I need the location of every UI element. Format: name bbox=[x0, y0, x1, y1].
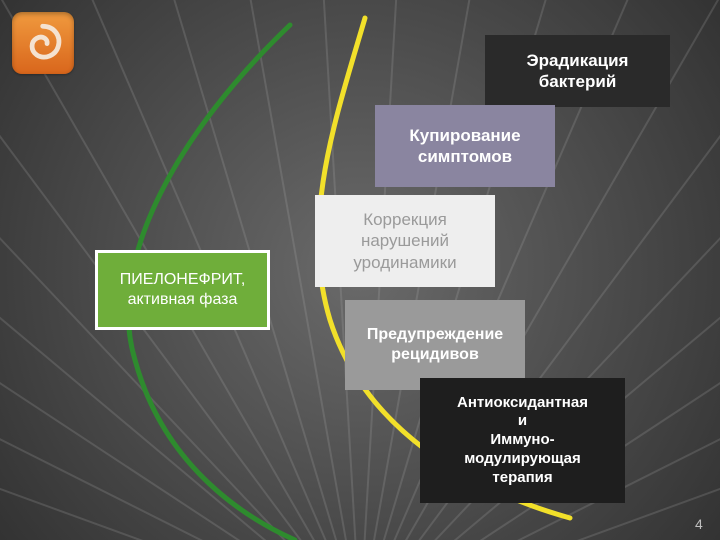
slide: ПИЕЛОНЕФРИТ, активная фаза Эрадикация ба… bbox=[0, 0, 720, 540]
main-box: ПИЕЛОНЕФРИТ, активная фаза bbox=[95, 250, 270, 330]
box-antioxidant-text: Антиоксидантная и Иммуно- модулирующая т… bbox=[457, 394, 588, 488]
logo-swirl-icon bbox=[21, 21, 64, 64]
page-number-text: 4 bbox=[695, 516, 703, 532]
box-symptoms-text: Купирование симптомов bbox=[409, 125, 520, 168]
main-box-text: ПИЕЛОНЕФРИТ, активная фаза bbox=[120, 270, 246, 310]
box-urodynamics-text: Коррекция нарушений уродинамики bbox=[353, 209, 456, 273]
page-number: 4 bbox=[695, 516, 703, 532]
box-antioxidant: Антиоксидантная и Иммуно- модулирующая т… bbox=[420, 378, 625, 503]
box-eradication-text: Эрадикация бактерий bbox=[527, 50, 629, 93]
box-urodynamics: Коррекция нарушений уродинамики bbox=[315, 195, 495, 287]
box-symptoms: Купирование симптомов bbox=[375, 105, 555, 187]
box-recurrence: Предупреждение рецидивов bbox=[345, 300, 525, 390]
logo-badge bbox=[12, 12, 74, 74]
box-recurrence-text: Предупреждение рецидивов bbox=[367, 325, 503, 365]
box-eradication: Эрадикация бактерий bbox=[485, 35, 670, 107]
